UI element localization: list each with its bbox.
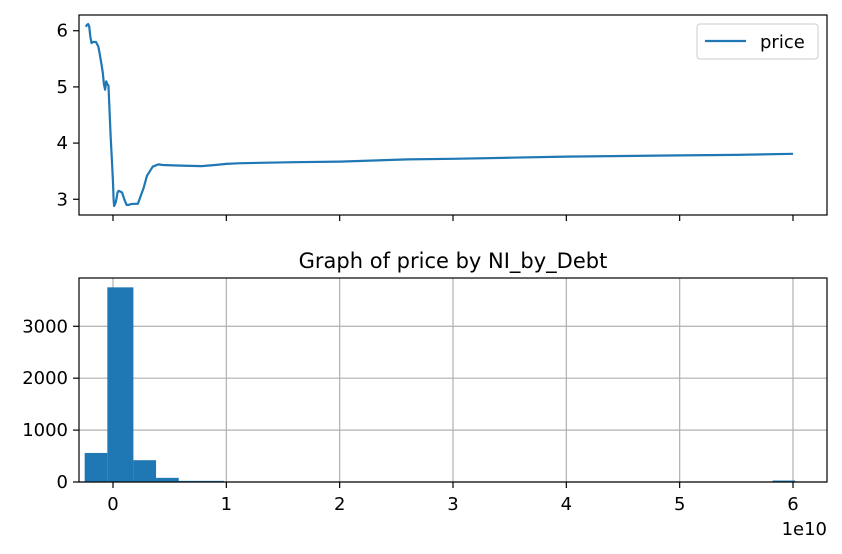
histogram-bar [133,460,157,482]
histogram-ticks: 0 1000 2000 3000 0 1 2 3 4 5 6 [22,316,799,515]
x-tick-label: 4 [561,494,572,515]
series-line-price [84,22,794,208]
histogram-bar [107,287,134,482]
y-tick-label: 3000 [22,316,68,337]
y-tick-label: 2000 [22,368,68,389]
histogram-bars [84,287,796,483]
legend-box [696,23,819,60]
y-tick-label: 6 [57,21,68,42]
legend: price [696,23,819,60]
histogram-bar [772,480,796,482]
legend-label-price: price [760,32,805,53]
x-tick-label: 0 [107,494,118,515]
x-tick-label: 2 [334,494,345,515]
x-tick-label: 6 [787,494,798,515]
y-tick-label: 5 [57,77,68,98]
line-chart-panel: 3 4 5 6 price [57,14,828,221]
y-tick-label: 0 [57,472,68,493]
x-axis-scale-label: 1e10 [782,519,827,540]
y-tick-label: 1000 [22,420,68,441]
line-chart-ticks: 3 4 5 6 [57,21,794,221]
histogram-title: Graph of price by NI_by_Debt [299,249,608,274]
line-chart-frame [78,14,828,216]
x-tick-label: 5 [674,494,685,515]
histogram-bar [84,452,108,482]
x-tick-label: 1 [221,494,232,515]
x-tick-label: 3 [447,494,458,515]
histogram-panel: Graph of price by NI_by_Debt 01000200030… [22,249,828,540]
price-line-layer [84,22,794,208]
y-tick-label: 4 [57,133,68,154]
y-tick-label: 3 [57,189,68,210]
histogram-frame [78,277,828,483]
histogram-bar [156,477,179,482]
